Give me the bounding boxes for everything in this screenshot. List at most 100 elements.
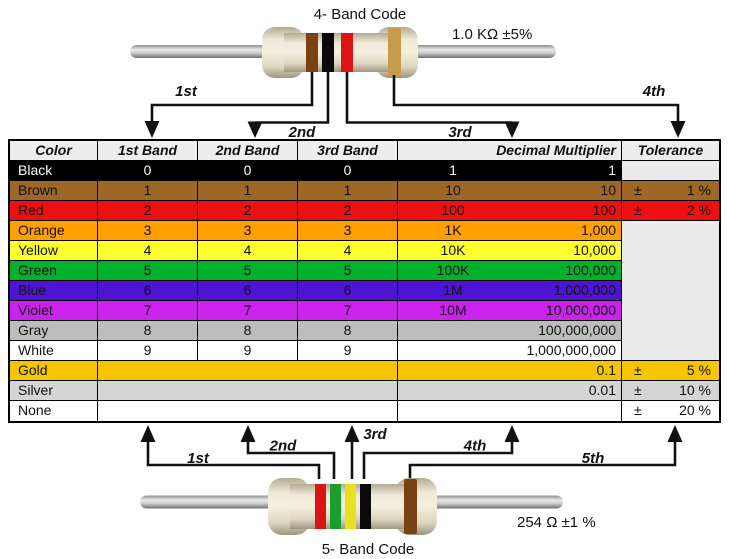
header-1st-band: 1st Band	[98, 141, 198, 161]
color-name: White	[10, 341, 98, 361]
band1-digit: 2	[98, 201, 198, 221]
band3-digit: 4	[298, 241, 398, 261]
band2-digit: 3	[198, 221, 298, 241]
multiplier-cell	[398, 401, 622, 421]
bands-merged-cell	[98, 361, 398, 381]
band2-digit: 6	[198, 281, 298, 301]
band1-digit: 5	[98, 261, 198, 281]
multiplier-cell: 0.1	[398, 361, 622, 381]
arrow-label-3rd: 3rd	[448, 124, 472, 141]
band3-digit: 3	[298, 221, 398, 241]
four-band-resistor-figure: 4- Band Code 1.0 KΩ ±5% 1st 2nd 3rd 4th	[130, 6, 686, 141]
band3-digit: 5	[298, 261, 398, 281]
color-name: Orange	[10, 221, 98, 241]
color-name: Blue	[10, 281, 98, 301]
color-code-table: Color 1st Band 2nd Band 3rd Band Decimal…	[8, 139, 721, 423]
table-row-gray: Gray 8 8 8 100,000,000	[10, 321, 719, 341]
multiplier-cell: 10 10	[398, 181, 622, 201]
tolerance-cell	[622, 341, 719, 361]
arrow-label-3rd: 3rd	[363, 426, 387, 443]
band-3-red	[341, 33, 353, 72]
tolerance-cell	[622, 241, 719, 261]
arrow-label-4th: 4th	[463, 438, 487, 455]
tolerance-cell	[622, 221, 719, 241]
header-tolerance: Tolerance	[622, 141, 719, 161]
header-2nd-band: 2nd Band	[198, 141, 298, 161]
resistor-body	[262, 27, 418, 78]
band2-digit: 2	[198, 201, 298, 221]
color-name: Gold	[10, 361, 98, 381]
band-pointer-arrows	[140, 425, 683, 479]
color-name: Black	[10, 161, 98, 181]
multiplier-cell: 100,000,000	[398, 321, 622, 341]
table-row-violet: Violet 7 7 7 10M 10,000,000	[10, 301, 719, 321]
multiplier-cell: 1,000,000,000	[398, 341, 622, 361]
band1-digit: 6	[98, 281, 198, 301]
bands-merged-cell	[98, 401, 398, 421]
band1-digit: 3	[98, 221, 198, 241]
four-band-title: 4- Band Code	[314, 6, 407, 23]
tolerance-cell: ±5 %	[622, 361, 719, 381]
table-row-orange: Orange 3 3 3 1K 1,000	[10, 221, 719, 241]
color-name: Violet	[10, 301, 98, 321]
multiplier-cell: 1K 1,000	[398, 221, 622, 241]
five-band-title: 5- Band Code	[322, 541, 415, 558]
band1-digit: 0	[98, 161, 198, 181]
color-name: Green	[10, 261, 98, 281]
tolerance-cell	[622, 281, 719, 301]
resistor-value-label: 1.0 KΩ ±5%	[452, 26, 532, 43]
arrow-label-5th: 5th	[582, 450, 605, 467]
multiplier-cell: 1M 1,000,000	[398, 281, 622, 301]
table-row-white: White 9 9 9 1,000,000,000	[10, 341, 719, 361]
arrow-label-4th: 4th	[642, 83, 666, 100]
multiplier-cell: 100 100	[398, 201, 622, 221]
band3-digit: 9	[298, 341, 398, 361]
tolerance-cell: ±2 %	[622, 201, 719, 221]
band-2-black	[322, 33, 334, 72]
table-header-row: Color 1st Band 2nd Band 3rd Band Decimal…	[10, 141, 719, 161]
multiplier-cell: 0.01	[398, 381, 622, 401]
tolerance-cell: ±1 %	[622, 181, 719, 201]
table-row-none: None ±20 %	[10, 401, 719, 421]
band2-digit: 1	[198, 181, 298, 201]
tolerance-cell: ±10 %	[622, 381, 719, 401]
table-row-red: Red 2 2 2 100 100 ±2 %	[10, 201, 719, 221]
band1-digit: 1	[98, 181, 198, 201]
table-row-brown: Brown 1 1 1 10 10 ±1 %	[10, 181, 719, 201]
band-1-brown	[306, 33, 318, 72]
band-pointer-arrows	[144, 72, 686, 138]
tolerance-cell	[622, 161, 719, 181]
band1-digit: 8	[98, 321, 198, 341]
multiplier-cell: 10M 10,000,000	[398, 301, 622, 321]
color-name: Red	[10, 201, 98, 221]
table-row-gold: Gold 0.1 ±5 %	[10, 361, 719, 381]
band1-digit: 9	[98, 341, 198, 361]
bands-merged-cell	[98, 381, 398, 401]
arrow-label-1st: 1st	[175, 83, 198, 100]
band-4-black	[360, 484, 371, 529]
band3-digit: 7	[298, 301, 398, 321]
band1-digit: 7	[98, 301, 198, 321]
color-name: Yellow	[10, 241, 98, 261]
multiplier-cell: 10K 10,000	[398, 241, 622, 261]
tolerance-cell: ±20 %	[622, 401, 719, 421]
band3-digit: 6	[298, 281, 398, 301]
arrow-label-2nd: 2nd	[269, 438, 298, 455]
color-name: Silver	[10, 381, 98, 401]
band2-digit: 8	[198, 321, 298, 341]
tolerance-cell	[622, 321, 719, 341]
color-name: None	[10, 401, 98, 421]
header-3rd-band: 3rd Band	[298, 141, 398, 161]
band2-digit: 5	[198, 261, 298, 281]
arrow-label-2nd: 2nd	[288, 124, 317, 141]
header-multiplier: Decimal Multiplier	[398, 141, 622, 161]
table-row-silver: Silver 0.01 ±10 %	[10, 381, 719, 401]
resistor-value-label: 254 Ω ±1 %	[517, 514, 596, 531]
band2-digit: 9	[198, 341, 298, 361]
table-row-blue: Blue 6 6 6 1M 1,000,000	[10, 281, 719, 301]
band2-digit: 7	[198, 301, 298, 321]
band3-digit: 8	[298, 321, 398, 341]
